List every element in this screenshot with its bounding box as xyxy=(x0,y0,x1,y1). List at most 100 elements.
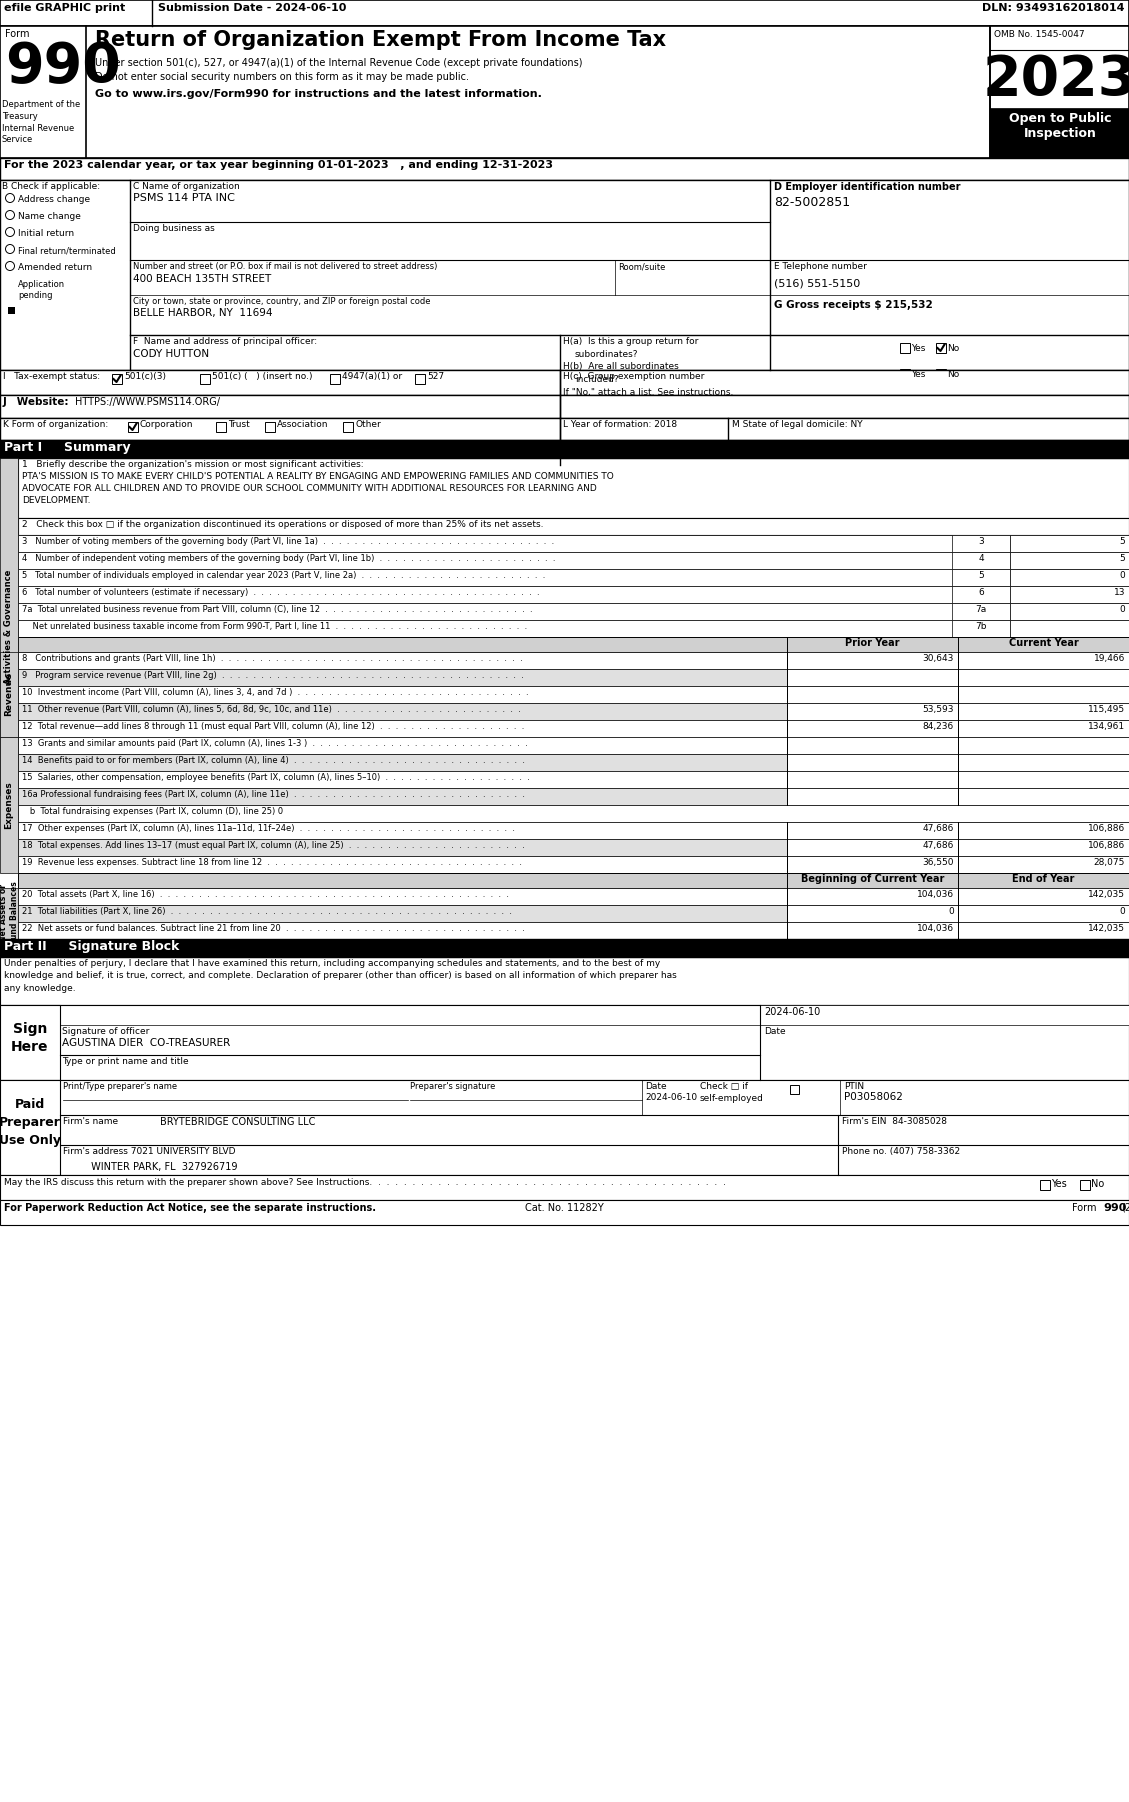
Bar xyxy=(18,620,1129,636)
Text: Check □ if
self-employed: Check □ if self-employed xyxy=(700,1081,764,1103)
Text: Firm's address 7021 UNIVERSITY BLVD: Firm's address 7021 UNIVERSITY BLVD xyxy=(63,1148,236,1157)
Bar xyxy=(787,787,959,805)
Text: G Gross receipts $ 215,532: G Gross receipts $ 215,532 xyxy=(774,299,933,310)
Text: J   Website:: J Website: xyxy=(3,396,70,407)
Bar xyxy=(112,375,122,384)
Text: PSMS 114 PTA INC: PSMS 114 PTA INC xyxy=(133,193,235,204)
Text: 14  Benefits paid to or for members (Part IX, column (A), line 4)  .  .  .  .  .: 14 Benefits paid to or for members (Part… xyxy=(21,757,525,766)
Text: 11  Other revenue (Part VIII, column (A), lines 5, 6d, 8d, 9c, 10c, and 11e)  . : 11 Other revenue (Part VIII, column (A),… xyxy=(21,705,520,714)
Text: WINTER PARK, FL  327926719: WINTER PARK, FL 327926719 xyxy=(63,1162,237,1171)
Bar xyxy=(787,822,959,840)
Text: Firm's name: Firm's name xyxy=(63,1117,119,1126)
Text: F  Name and address of principal officer:: F Name and address of principal officer: xyxy=(133,337,317,346)
Text: 4: 4 xyxy=(978,553,983,562)
Bar xyxy=(18,753,1129,771)
Text: 9   Program service revenue (Part VIII, line 2g)  .  .  .  .  .  .  .  .  .  .  : 9 Program service revenue (Part VIII, li… xyxy=(21,670,524,679)
Text: Signature of officer: Signature of officer xyxy=(62,1027,149,1036)
Text: Other: Other xyxy=(355,420,380,429)
Bar xyxy=(787,721,959,737)
Bar xyxy=(18,721,1129,737)
Text: Cat. No. 11282Y: Cat. No. 11282Y xyxy=(525,1204,603,1213)
Text: Preparer's signature: Preparer's signature xyxy=(410,1081,496,1090)
Bar xyxy=(1010,586,1129,604)
Text: Date: Date xyxy=(645,1081,666,1090)
Bar xyxy=(18,703,1129,721)
Text: 990: 990 xyxy=(1103,1204,1127,1213)
Text: 142,035: 142,035 xyxy=(1088,924,1124,933)
Text: E Telephone number: E Telephone number xyxy=(774,261,867,270)
Text: 15  Salaries, other compensation, employee benefits (Part IX, column (A), lines : 15 Salaries, other compensation, employe… xyxy=(21,773,530,782)
Bar xyxy=(128,422,138,432)
Bar xyxy=(0,418,1129,440)
Text: Net unrelated business taxable income from Form 990-T, Part I, line 11  .  .  . : Net unrelated business taxable income fr… xyxy=(21,622,527,631)
Text: Part I     Summary: Part I Summary xyxy=(5,441,131,454)
Bar xyxy=(330,375,340,384)
Text: 18  Total expenses. Add lines 13–17 (must equal Part IX, column (A), line 25)  .: 18 Total expenses. Add lines 13–17 (must… xyxy=(21,842,525,851)
Bar xyxy=(787,905,959,923)
Text: 53,593: 53,593 xyxy=(922,705,954,714)
Text: 527: 527 xyxy=(427,371,444,380)
Text: 47,686: 47,686 xyxy=(922,842,954,851)
Bar xyxy=(18,687,1129,703)
Bar xyxy=(18,872,1129,888)
Text: 104,036: 104,036 xyxy=(917,890,954,899)
Text: 7a  Total unrelated business revenue from Part VIII, column (C), line 12  .  .  : 7a Total unrelated business revenue from… xyxy=(21,605,533,614)
Text: CODY HUTTON: CODY HUTTON xyxy=(133,350,209,359)
Bar xyxy=(990,25,1129,159)
Text: D Employer identification number: D Employer identification number xyxy=(774,182,961,193)
Text: 134,961: 134,961 xyxy=(1088,723,1124,732)
Text: Type or print name and title: Type or print name and title xyxy=(62,1058,189,1067)
Text: H(b)  Are all subordinates: H(b) Are all subordinates xyxy=(563,362,679,371)
Bar xyxy=(1010,620,1129,636)
Text: 142,035: 142,035 xyxy=(1088,890,1124,899)
Text: 4   Number of independent voting members of the governing body (Part VI, line 1b: 4 Number of independent voting members o… xyxy=(21,553,555,562)
Bar xyxy=(952,569,1010,586)
Text: 84,236: 84,236 xyxy=(922,723,954,732)
Text: 7a: 7a xyxy=(975,605,987,614)
Text: 501(c) (   ) (insert no.): 501(c) ( ) (insert no.) xyxy=(212,371,313,380)
Text: For the 2023 calendar year, or tax year beginning 01-01-2023   , and ending 12-3: For the 2023 calendar year, or tax year … xyxy=(5,160,553,169)
Bar xyxy=(0,652,18,737)
Bar xyxy=(959,721,1129,737)
Text: Under penalties of perjury, I declare that I have examined this return, includin: Under penalties of perjury, I declare th… xyxy=(5,959,676,993)
Text: Amended return: Amended return xyxy=(18,263,93,272)
Text: 10  Investment income (Part VIII, column (A), lines 3, 4, and 7d )  .  .  .  .  : 10 Investment income (Part VIII, column … xyxy=(21,688,528,697)
Text: HTTPS://WWW.PSMS114.ORG/: HTTPS://WWW.PSMS114.ORG/ xyxy=(75,396,220,407)
Text: 990: 990 xyxy=(5,40,121,94)
Text: 36,550: 36,550 xyxy=(922,858,954,867)
Bar xyxy=(0,957,1129,1006)
Text: Return of Organization Exempt From Income Tax: Return of Organization Exempt From Incom… xyxy=(95,31,666,50)
Bar xyxy=(959,856,1129,872)
Text: 0: 0 xyxy=(1119,605,1124,614)
Text: 0: 0 xyxy=(1119,906,1124,915)
Bar xyxy=(1010,535,1129,551)
Bar xyxy=(18,458,1129,517)
Text: Expenses: Expenses xyxy=(5,780,14,829)
Bar xyxy=(959,703,1129,721)
Text: Date: Date xyxy=(764,1027,786,1036)
Text: 47,686: 47,686 xyxy=(922,824,954,833)
Text: Submission Date - 2024-06-10: Submission Date - 2024-06-10 xyxy=(158,4,347,13)
Text: Initial return: Initial return xyxy=(18,229,75,238)
Text: Part II     Signature Block: Part II Signature Block xyxy=(5,941,180,953)
Bar xyxy=(952,620,1010,636)
Bar xyxy=(990,108,1129,159)
Text: OMB No. 1545-0047: OMB No. 1545-0047 xyxy=(994,31,1085,40)
Text: No: No xyxy=(947,344,960,353)
Bar xyxy=(959,840,1129,856)
Bar xyxy=(18,517,1129,535)
Text: Do not enter social security numbers on this form as it may be made public.: Do not enter social security numbers on … xyxy=(95,72,469,83)
Bar xyxy=(1080,1180,1089,1189)
Text: pending: pending xyxy=(18,290,53,299)
Text: M State of legal domicile: NY: M State of legal domicile: NY xyxy=(732,420,863,429)
Text: 2023: 2023 xyxy=(983,52,1129,106)
Text: 2   Check this box □ if the organization discontinued its operations or disposed: 2 Check this box □ if the organization d… xyxy=(21,521,543,530)
Bar xyxy=(415,375,425,384)
Bar xyxy=(959,787,1129,805)
Text: Form: Form xyxy=(1073,1204,1100,1213)
Bar xyxy=(0,737,18,872)
Text: 6: 6 xyxy=(978,587,983,596)
Bar xyxy=(343,422,353,432)
Text: 8   Contributions and grants (Part VIII, line 1h)  .  .  .  .  .  .  .  .  .  . : 8 Contributions and grants (Part VIII, l… xyxy=(21,654,523,663)
Text: Firm's EIN  84-3085028: Firm's EIN 84-3085028 xyxy=(842,1117,947,1126)
